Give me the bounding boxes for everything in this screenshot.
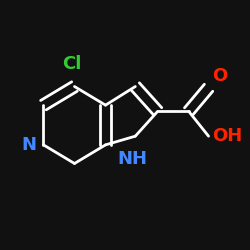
Text: O: O xyxy=(212,67,228,85)
Text: NH: NH xyxy=(118,150,148,168)
Text: N: N xyxy=(21,136,36,154)
Text: Cl: Cl xyxy=(62,55,82,73)
Text: OH: OH xyxy=(212,127,242,145)
